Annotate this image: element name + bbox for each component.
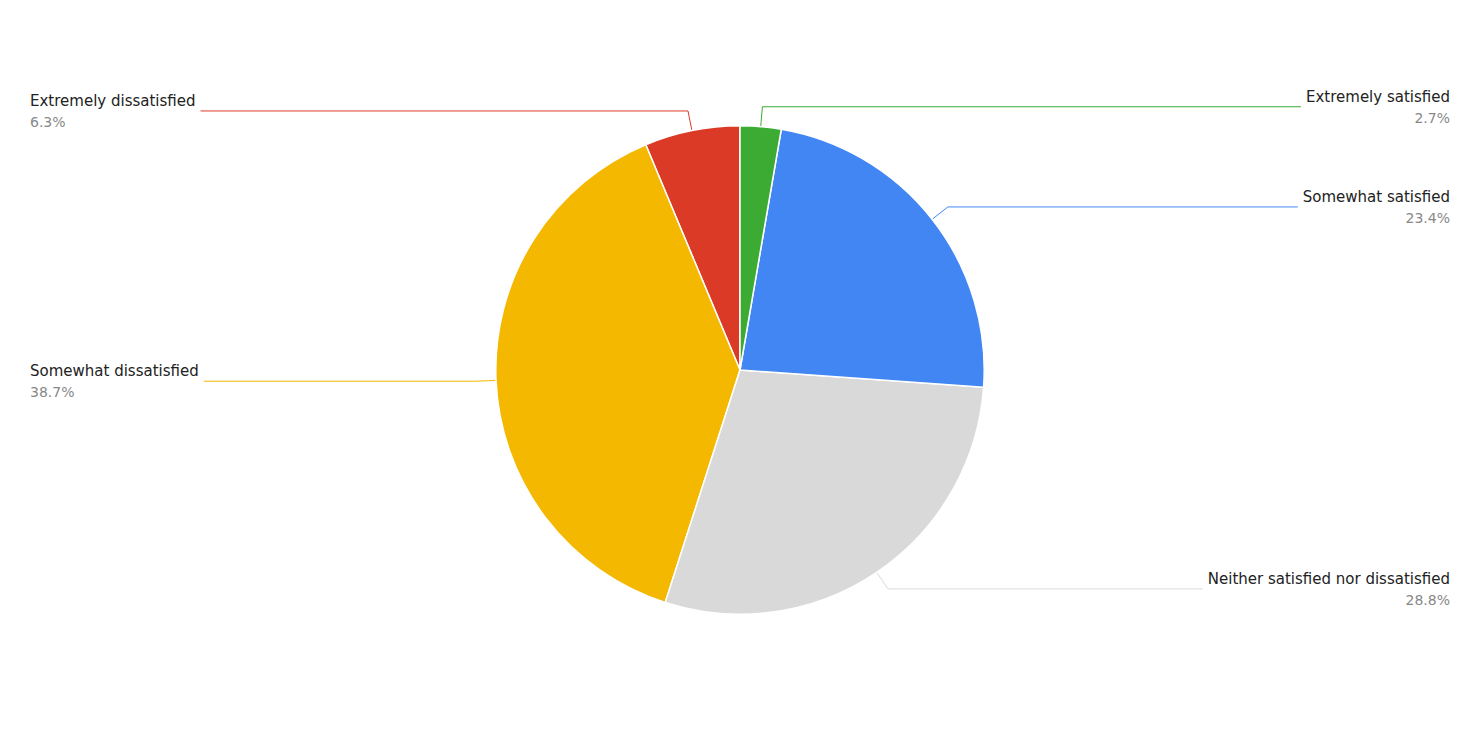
svg-text:Extremely dissatisfied: Extremely dissatisfied — [30, 92, 196, 110]
svg-text:Extremely satisfied: Extremely satisfied — [1306, 88, 1450, 106]
svg-text:28.8%: 28.8% — [1406, 592, 1450, 608]
svg-text:Neither satisfied nor dissatis: Neither satisfied nor dissatisfied — [1208, 570, 1450, 588]
svg-text:Somewhat satisfied: Somewhat satisfied — [1303, 188, 1450, 206]
svg-text:2.7%: 2.7% — [1414, 110, 1450, 126]
svg-text:Somewhat dissatisfied: Somewhat dissatisfied — [30, 362, 199, 380]
svg-text:38.7%: 38.7% — [30, 384, 74, 400]
svg-text:6.3%: 6.3% — [30, 114, 66, 130]
svg-text:23.4%: 23.4% — [1406, 210, 1450, 226]
